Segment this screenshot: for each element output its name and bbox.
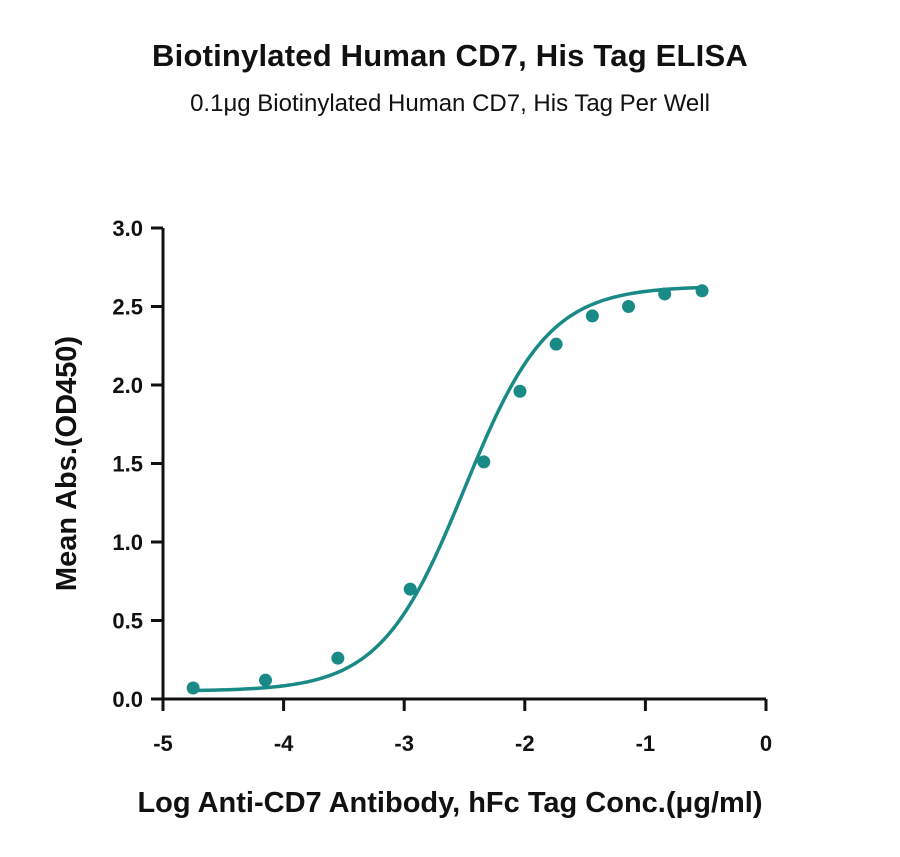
data-point	[622, 300, 636, 313]
chart-subtitle: 0.1μg Biotinylated Human CD7, His Tag Pe…	[190, 90, 710, 117]
data-point	[695, 284, 709, 298]
y-tick-label: 3.0	[112, 216, 143, 241]
y-tick-label: 2.0	[112, 373, 143, 398]
data-point	[658, 287, 672, 301]
x-axis-title: Log Anti-CD7 Antibody, hFc Tag Conc.(μg/…	[137, 787, 762, 819]
x-tick-label: -1	[636, 731, 656, 756]
x-tick-label: -5	[153, 731, 173, 756]
x-tick-label: -2	[515, 731, 535, 756]
data-points-layer	[186, 284, 709, 695]
y-tick-label: 1.5	[112, 452, 143, 477]
data-point	[549, 337, 563, 351]
data-point	[186, 681, 200, 695]
x-tick-label: 0	[760, 731, 772, 756]
x-tick-label: -4	[274, 731, 294, 756]
y-tick-label: 1.0	[112, 530, 143, 555]
data-point	[513, 384, 527, 398]
y-tick-label: 0.5	[112, 609, 143, 634]
y-tick-label: 0.0	[112, 687, 143, 712]
axes	[151, 226, 768, 711]
fit-curve	[191, 285, 704, 693]
y-axis-title: Mean Abs.(OD450)	[51, 336, 83, 591]
fit-curve-layer	[191, 285, 704, 693]
data-point	[403, 582, 417, 596]
data-point	[259, 673, 273, 687]
data-point	[585, 309, 599, 323]
tick-labels-layer: 0.0 0.5 1.0 1.5 2.0 2.5 3.0 -5 -4 -3 -2 -1 0	[112, 216, 772, 756]
chart-title: Biotinylated Human CD7, His Tag ELISA	[152, 38, 748, 73]
data-point	[331, 651, 345, 665]
x-tick-label: -3	[394, 731, 414, 756]
y-tick-label: 2.5	[112, 295, 143, 320]
data-point	[477, 455, 491, 469]
